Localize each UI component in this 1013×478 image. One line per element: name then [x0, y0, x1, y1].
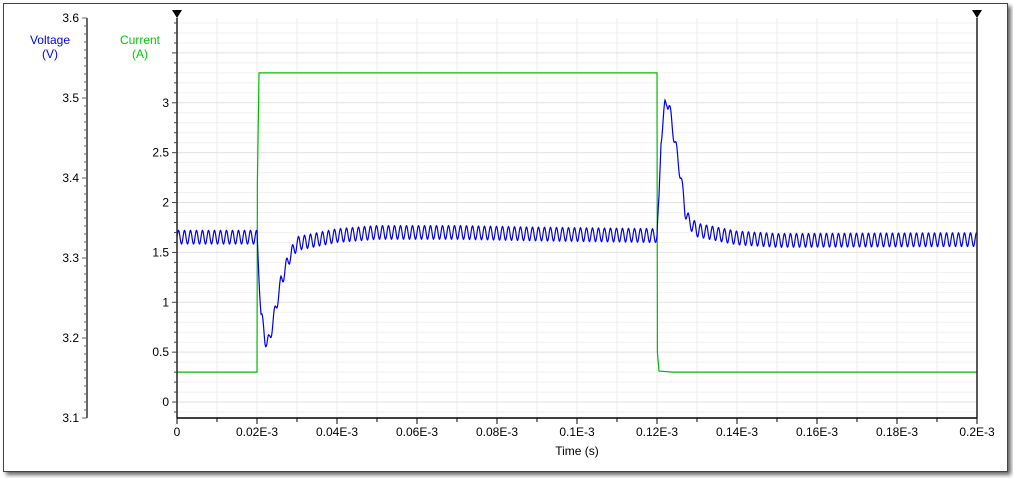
x-tick-label: 0.16E-3 — [796, 425, 838, 439]
current-series-line — [177, 72, 977, 373]
right-cursor-marker-icon[interactable] — [972, 10, 982, 18]
current-tick-label: 2 — [162, 196, 169, 210]
current-tick-label: 0 — [162, 395, 169, 409]
x-tick-label: 0.02E-3 — [236, 425, 278, 439]
x-tick-label: 0.12E-3 — [636, 425, 678, 439]
x-tick-label: 0.18E-3 — [876, 425, 918, 439]
x-axis-label: Time (s) — [555, 444, 599, 458]
x-tick-label: 0.2E-3 — [959, 425, 995, 439]
voltage-tick-label: 3.6 — [62, 11, 79, 25]
current-axis-label: Current — [120, 33, 161, 47]
grid — [176, 18, 978, 418]
current-axis-unit: (A) — [132, 47, 148, 61]
voltage-tick-label: 3.2 — [62, 331, 79, 345]
voltage-tick-label: 3.1 — [62, 411, 79, 425]
voltage-axis-label: Voltage — [30, 33, 70, 47]
series-lines — [176, 72, 978, 373]
voltage-tick-label: 3.3 — [62, 251, 79, 265]
x-tick-label: 0 — [174, 425, 181, 439]
current-tick-label: 2.5 — [152, 146, 169, 160]
voltage-series-line — [176, 98, 978, 348]
current-tick-label: 1 — [162, 295, 169, 309]
voltage-axis-unit: (V) — [42, 47, 58, 61]
current-tick-label: 1.5 — [152, 245, 169, 259]
x-tick-label: 0.08E-3 — [476, 425, 518, 439]
x-tick-label: 0.14E-3 — [716, 425, 758, 439]
x-tick-label: 0.04E-3 — [316, 425, 358, 439]
x-tick-label: 0.1E-3 — [559, 425, 595, 439]
left-cursor-marker-icon[interactable] — [172, 10, 182, 18]
chart-window — [3, 3, 1008, 472]
current-tick-label: 3 — [162, 96, 169, 110]
voltage-tick-label: 3.5 — [62, 91, 79, 105]
x-tick-label: 0.06E-3 — [396, 425, 438, 439]
current-tick-label: 0.5 — [152, 345, 169, 359]
voltage-tick-label: 3.4 — [62, 171, 79, 185]
axes: 0 0.5 1 1.5 2 2.5 3 3.1 3.2 3.3 3.4 3.5 3.6 0 0.02E-3 0… — [62, 11, 995, 439]
